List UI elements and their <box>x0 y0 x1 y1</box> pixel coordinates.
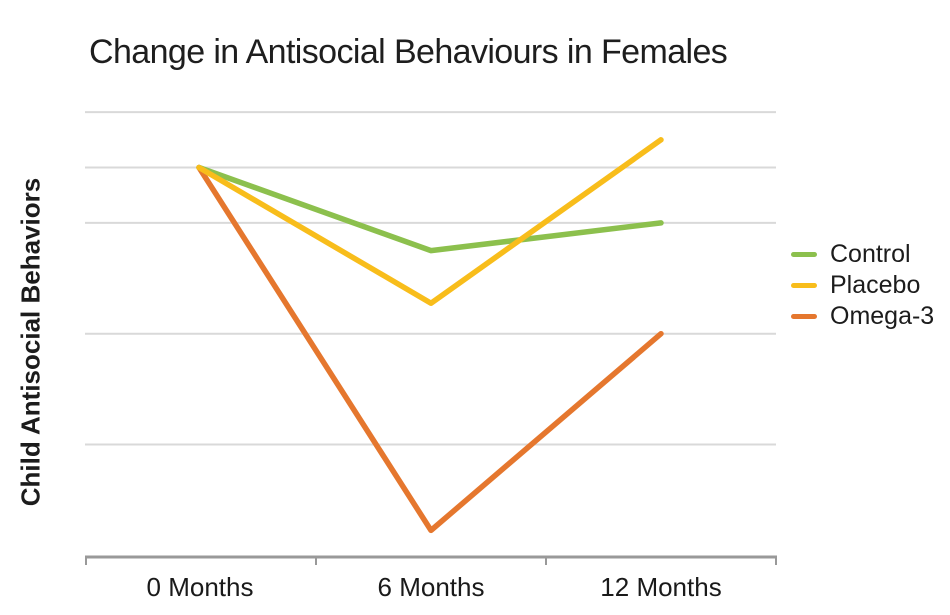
legend-item-placebo: Placebo <box>791 270 934 301</box>
x-tick-label-6-months: 6 Months <box>377 572 485 602</box>
legend: Control Placebo Omega-3 <box>791 239 934 332</box>
x-tick-label-12-months: 12 Months <box>600 572 722 602</box>
legend-swatch-control-icon <box>791 252 817 257</box>
x-tick-label-0-months: 0 Months <box>146 572 254 602</box>
legend-label-control: Control <box>830 240 911 268</box>
chart-title: Change in Antisocial Behaviours in Femal… <box>89 33 728 71</box>
series-line-omega-3 <box>196 164 664 534</box>
legend-label-omega-3: Omega-3 <box>830 302 935 330</box>
legend-label-placebo: Placebo <box>830 271 921 299</box>
legend-item-omega-3: Omega-3 <box>791 301 934 332</box>
legend-swatch-omega-3-icon <box>791 314 817 319</box>
series-line-placebo <box>196 137 664 306</box>
series-line-control <box>196 164 664 254</box>
legend-item-control: Control <box>791 239 934 270</box>
legend-swatch-placebo-icon <box>791 283 817 288</box>
